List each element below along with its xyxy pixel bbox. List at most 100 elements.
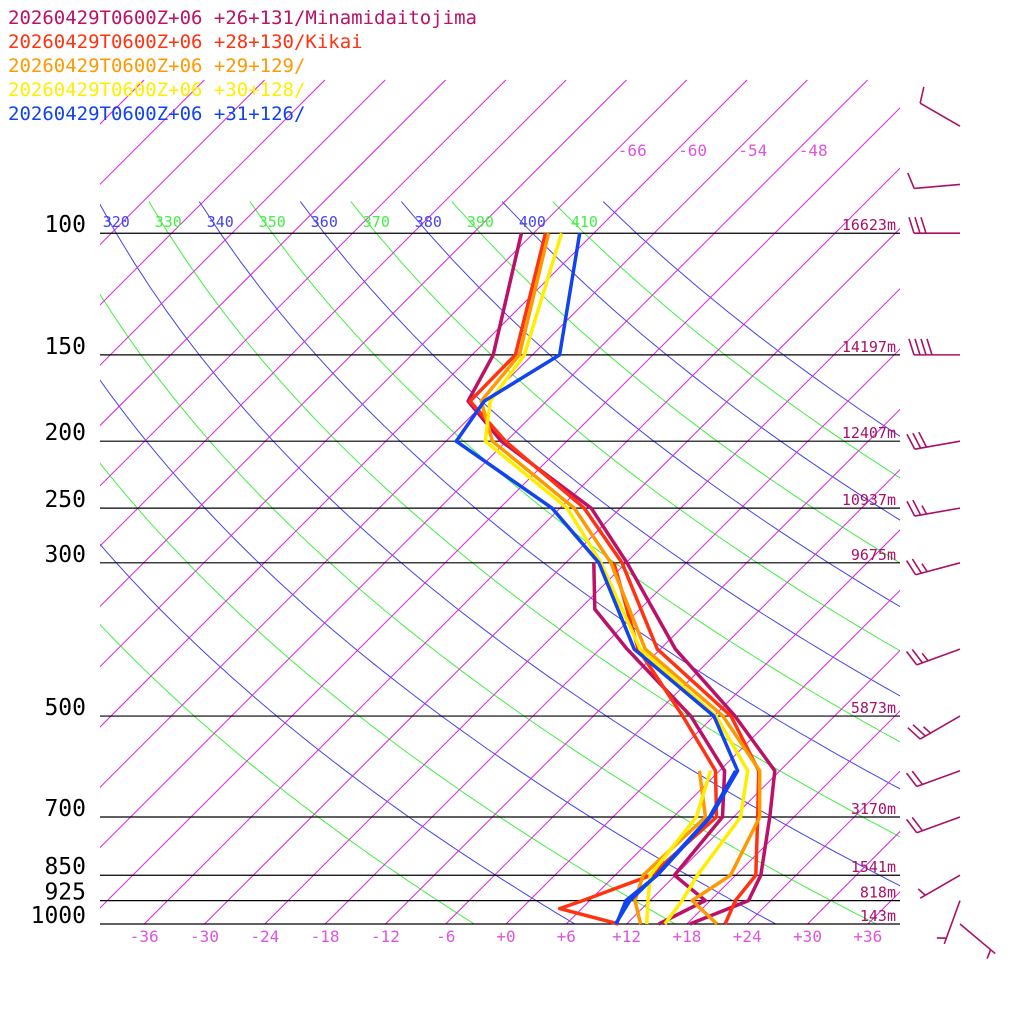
temperature-tick-label: +36 xyxy=(853,927,882,946)
pressure-label: 925 xyxy=(44,880,86,906)
wind-barb-staff xyxy=(916,770,961,788)
dewpoint-profile-line xyxy=(633,770,708,925)
temperature-profile-line xyxy=(454,232,740,925)
isotherms xyxy=(100,79,900,924)
isotherm-line xyxy=(100,79,688,668)
isotherm-line xyxy=(807,830,900,924)
temperature-tick-label: -30 xyxy=(190,927,219,946)
isotherm-label: -66 xyxy=(618,141,647,160)
wind-barb-flag xyxy=(907,727,921,740)
wind-barb-staff xyxy=(943,900,961,945)
isotherm-line xyxy=(100,79,205,186)
theta-label: 390 xyxy=(467,213,494,231)
wind-barb-staff xyxy=(916,816,961,834)
isotherm-line xyxy=(100,79,507,487)
theta-label: 370 xyxy=(363,213,390,231)
wind-barb xyxy=(907,172,961,190)
isotherm-line xyxy=(100,79,808,789)
legend: 20260429T0600Z+06 +26+131/Minamidaitojim… xyxy=(8,6,477,126)
wind-barb xyxy=(906,431,961,450)
isotherm-line xyxy=(100,79,567,547)
height-labels: 16623m 14197m 12407m 10937m 9675m 5873m 3170m 1… xyxy=(842,216,896,925)
height-label: 3170m xyxy=(851,800,896,818)
theta-label: 400 xyxy=(519,213,546,231)
wind-barb-flag xyxy=(906,500,916,517)
wind-barb-half-flag xyxy=(936,937,947,939)
isotherm-line xyxy=(100,79,748,728)
temperature-tick-label: +30 xyxy=(793,927,822,946)
wind-barb xyxy=(905,770,961,788)
wind-barb-staff xyxy=(914,507,961,517)
wind-barb-staff xyxy=(915,562,961,576)
dry-adiabat-line xyxy=(451,201,900,564)
wind-barb-flag xyxy=(908,216,915,234)
wind-barb-flag xyxy=(914,216,921,234)
temperature-profile-line xyxy=(483,232,750,926)
isotherm-line xyxy=(100,79,446,427)
wind-barb-flag xyxy=(905,818,918,834)
wind-barb-staff xyxy=(919,874,961,899)
isotherm-line xyxy=(100,79,627,608)
wind-barb xyxy=(908,338,960,356)
temperature-tick-label: +6 xyxy=(557,927,576,946)
wind-barb-flag xyxy=(905,560,917,576)
isotherm-line xyxy=(100,79,326,306)
dry-adiabat-line xyxy=(400,201,900,608)
legend-entry: 20260429T0600Z+06 +26+131/Minamidaitojim… xyxy=(8,7,477,29)
legend-entry: 20260429T0600Z+06 +31+126/ xyxy=(8,103,306,125)
temperature-tick-label: +18 xyxy=(672,927,701,946)
isotherm-line xyxy=(445,468,900,924)
wind-barb-flag xyxy=(918,431,928,448)
dewpoint-profile-line xyxy=(592,562,727,926)
isotherm-line xyxy=(505,529,900,924)
wind-barb-flag xyxy=(911,648,924,664)
wind-barb xyxy=(917,874,961,899)
wind-barb-flag xyxy=(907,172,915,189)
wind-barb-flag xyxy=(905,651,918,666)
height-label: 12407m xyxy=(842,424,896,442)
pressure-label: 850 xyxy=(44,854,86,880)
wind-barb xyxy=(905,816,961,834)
wind-barb-flag xyxy=(911,770,924,785)
isotherm-line xyxy=(204,227,900,924)
theta-label: 360 xyxy=(311,213,338,231)
isotherm-line xyxy=(100,79,386,366)
wind-barb-staff xyxy=(916,648,961,666)
dry-adiabat-line xyxy=(100,379,777,924)
temperature-tick-label: -12 xyxy=(371,927,400,946)
height-label: 1541m xyxy=(851,858,896,876)
isotherm-line xyxy=(565,589,900,924)
isotherm-label: -60 xyxy=(678,141,707,160)
wind-barb xyxy=(905,558,961,576)
height-label: 10937m xyxy=(842,491,896,509)
isotherm-label: -48 xyxy=(799,141,828,160)
theta-label: 380 xyxy=(415,213,442,231)
pressure-label: 200 xyxy=(44,420,86,446)
wind-barb-flag xyxy=(912,432,922,449)
wind-barb-staff xyxy=(919,102,961,127)
legend-entry: 20260429T0600Z+06 +30+128/ xyxy=(8,79,306,101)
wind-barb-flag xyxy=(911,558,923,574)
wind-barb-staff xyxy=(959,923,996,955)
theta-labels: 320 330 340 350 360 370 380 390 400 410 xyxy=(103,213,598,231)
pressure-label: 700 xyxy=(44,796,86,822)
wind-barb-flag xyxy=(919,86,925,104)
wind-barb-flag xyxy=(911,816,924,832)
dewpoint-profile-line xyxy=(557,562,719,926)
temperature-axis: -36 -30 -24 -18 -12 -6 +0 +6 +12 +18 +24 +30 +36 xyxy=(130,927,883,946)
wind-barb-flag xyxy=(914,338,921,356)
dry-adiabat-line xyxy=(198,201,900,790)
dry-adiabat-line xyxy=(100,623,475,924)
theta-label: 340 xyxy=(207,213,234,231)
wind-barb xyxy=(919,86,961,127)
dry-adiabat-line xyxy=(299,201,900,697)
dry-adiabat-line xyxy=(501,201,900,521)
wind-barb xyxy=(936,900,961,945)
wind-barb-half-flag xyxy=(921,563,928,573)
pressure-label: 300 xyxy=(44,542,86,568)
temperature-tick-label: -36 xyxy=(130,927,159,946)
temperature-profile-line xyxy=(468,232,761,925)
theta-label: 350 xyxy=(259,213,286,231)
isotherm-line xyxy=(100,79,265,246)
